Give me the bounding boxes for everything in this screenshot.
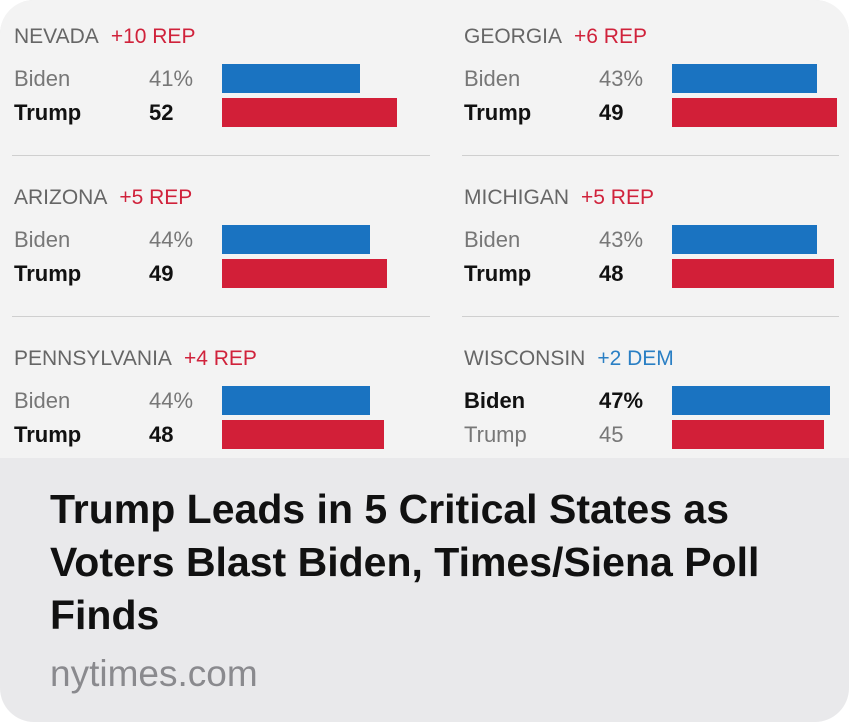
bar-biden (672, 225, 817, 254)
vote-share-label: 44% (149, 227, 194, 252)
vote-share-label: 48 (599, 261, 624, 286)
candidate-row-biden: Biden 41% (14, 64, 414, 94)
candidate-row-trump: Trump 45 (464, 420, 849, 450)
state-header: MICHIGAN +5 REP (464, 185, 654, 211)
divider (12, 155, 430, 156)
candidate-name: Trump (14, 261, 82, 286)
candidate-name: Trump (464, 422, 527, 447)
vote-share-label: 48 (149, 422, 174, 447)
state-name: ARIZONA (14, 186, 108, 209)
vote-share-label: 49 (599, 100, 624, 125)
state-margin: +6 REP (574, 25, 647, 48)
state-margin: +2 DEM (597, 347, 674, 370)
candidate-name: Trump (464, 261, 532, 286)
state-header: PENNSYLVANIA +4 REP (14, 346, 257, 372)
vote-share-label: 47% (599, 388, 644, 413)
state-name: MICHIGAN (464, 186, 569, 209)
bar-trump (222, 259, 387, 288)
vote-share-label: 43% (599, 227, 644, 252)
candidate-name: Trump (464, 100, 532, 125)
candidate-row-biden: Biden 43% (464, 64, 849, 94)
state-margin: +5 REP (119, 186, 193, 209)
state-header: WISCONSIN +2 DEM (464, 346, 674, 372)
state-margin: +10 REP (110, 25, 196, 48)
divider (12, 316, 430, 317)
link-preview-card[interactable]: NEVADA +10 REP Biden 41% Trump 52 GEORGIA +6 RE… (0, 0, 849, 722)
state-nevada: NEVADA +10 REP Biden 41% Trump 52 (14, 24, 414, 144)
vote-share-label: 43% (599, 66, 644, 91)
candidate-row-trump: Trump 49 (14, 259, 414, 289)
bar-biden (672, 64, 817, 93)
source-domain: nytimes.com (50, 653, 258, 694)
state-georgia: GEORGIA +6 REP Biden 43% Trump 49 (464, 24, 849, 144)
candidate-row-trump: Trump 48 (464, 259, 849, 289)
state-name: GEORGIA (464, 25, 563, 48)
state-michigan: MICHIGAN +5 REP Biden 43% Trump 48 (464, 185, 849, 305)
candidate-name: Biden (464, 388, 526, 413)
state-name: WISCONSIN (464, 347, 586, 370)
candidate-row-biden: Biden 44% (14, 386, 414, 416)
vote-share-label: 41% (149, 66, 194, 91)
state-pennsylvania: PENNSYLVANIA +4 REP Biden 44% Trump 48 (14, 346, 414, 466)
candidate-row-trump: Trump 49 (464, 98, 849, 128)
candidate-row-trump: Trump 52 (14, 98, 414, 128)
state-margin: +4 REP (183, 347, 257, 370)
candidate-row-biden: Biden 44% (14, 225, 414, 255)
bar-trump (672, 420, 824, 449)
candidate-row-biden: Biden 43% (464, 225, 849, 255)
vote-share-label: 44% (149, 388, 194, 413)
state-name: PENNSYLVANIA (14, 347, 172, 370)
candidate-name: Biden (14, 227, 71, 252)
bar-trump (222, 420, 384, 449)
vote-share-label: 49 (149, 261, 174, 286)
vote-share-label: 52 (149, 100, 174, 125)
candidate-row-trump: Trump 48 (14, 420, 414, 450)
divider (462, 316, 839, 317)
bar-biden (222, 64, 360, 93)
state-wisconsin: WISCONSIN +2 DEM Biden 47% Trump 45 (464, 346, 849, 466)
bar-trump (222, 98, 397, 127)
candidate-name: Trump (14, 422, 82, 447)
state-header: NEVADA +10 REP (14, 24, 195, 50)
divider (462, 155, 839, 156)
candidate-row-biden: Biden 47% (464, 386, 849, 416)
candidate-name: Trump (14, 100, 82, 125)
bar-biden (222, 386, 370, 415)
state-header: ARIZONA +5 REP (14, 185, 192, 211)
bar-trump (672, 259, 834, 288)
candidate-name: Biden (464, 66, 521, 91)
state-arizona: ARIZONA +5 REP Biden 44% Trump 49 (14, 185, 414, 305)
vote-share-label: 45 (599, 422, 624, 447)
state-name: NEVADA (14, 25, 99, 48)
candidate-name: Biden (464, 227, 521, 252)
headline[interactable]: Trump Leads in 5 Critical States as Vote… (50, 486, 760, 638)
bar-trump (672, 98, 837, 127)
candidate-name: Biden (14, 66, 71, 91)
bar-biden (672, 386, 830, 415)
state-margin: +5 REP (581, 186, 654, 209)
bar-biden (222, 225, 370, 254)
state-header: GEORGIA +6 REP (464, 24, 647, 50)
poll-graphic: NEVADA +10 REP Biden 41% Trump 52 GEORGIA +6 RE… (12, 24, 849, 449)
candidate-name: Biden (14, 388, 71, 413)
